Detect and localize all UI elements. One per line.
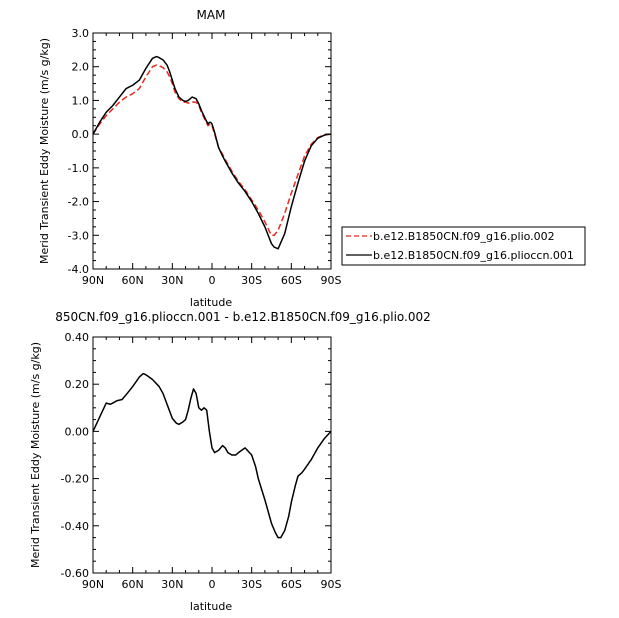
x-tick-label: 90N	[82, 274, 104, 287]
y-tick-label: -3.0	[68, 229, 89, 242]
x-tick-label: 90N	[82, 578, 104, 591]
top-panel-ylabel: Merid Transient Eddy Moisture (m/s g/kg)	[38, 38, 51, 264]
x-tick-label: 90S	[321, 274, 342, 287]
top-panel-xlabel: latitude	[190, 296, 232, 309]
bottom-panel-xlabel: latitude	[190, 600, 232, 613]
x-tick-label: 60S	[281, 578, 302, 591]
x-tick-label: 30N	[161, 274, 183, 287]
top-panel-series	[92, 55, 332, 250]
top-panel-frame	[92, 32, 332, 270]
x-tick-label: 60N	[122, 274, 144, 287]
top-panel: MAM Merid Transient Eddy Moisture (m/s g…	[38, 8, 342, 309]
series-line-1	[92, 64, 332, 237]
bottom-panel-title: 850CN.f09_g16.plioccn.001 - b.e12.B1850C…	[55, 310, 431, 324]
y-tick-label: -4.0	[68, 263, 89, 276]
top-panel-title: MAM	[197, 8, 226, 22]
y-tick-label: 0.00	[65, 425, 90, 438]
series-line-1	[92, 372, 332, 539]
y-tick-label: -0.60	[61, 567, 89, 580]
x-tick-label: 30N	[161, 578, 183, 591]
top-panel-ticks: 90N 60N 30N 0 30S 60S 90S 3.0 2.0 1.0 0.0 -1.0 -2.0 -…	[68, 27, 342, 287]
legend-label-plio: b.e12.B1850CN.f09_g16.plio.002	[373, 230, 555, 243]
series-line-2	[92, 55, 332, 250]
legend-box	[341, 226, 586, 266]
y-tick-label: -1.0	[68, 162, 89, 175]
y-tick-label: -2.0	[68, 196, 89, 209]
y-tick-label: -0.40	[61, 520, 89, 533]
x-tick-label: 30S	[241, 274, 262, 287]
bottom-panel-frame	[92, 336, 332, 574]
x-tick-label: 30S	[241, 578, 262, 591]
x-tick-label: 60S	[281, 274, 302, 287]
y-tick-label: -0.20	[61, 473, 89, 486]
x-tick-label: 0	[209, 578, 216, 591]
y-tick-label: 0.40	[65, 331, 90, 344]
x-tick-label: 0	[209, 274, 216, 287]
y-tick-label: 1.0	[72, 94, 90, 107]
y-tick-label: 3.0	[72, 27, 90, 40]
bottom-panel-ticks: 90N 60N 30N 0 30S 60S 90S 0.40 0.20 0.00 -0.20 -0.4…	[61, 331, 342, 591]
bottom-panel: 850CN.f09_g16.plioccn.001 - b.e12.B1850C…	[29, 310, 431, 613]
y-tick-label: 2.0	[72, 61, 90, 74]
bottom-panel-series	[92, 372, 332, 539]
bottom-panel-ylabel: Merid Transient Eddy Moisture (m/s g/kg)	[29, 342, 42, 568]
x-tick-label: 60N	[122, 578, 144, 591]
legend: b.e12.B1850CN.f09_g16.plio.002 b.e12.B18…	[341, 226, 586, 266]
legend-label-plioccn: b.e12.B1850CN.f09_g16.plioccn.001	[373, 249, 574, 262]
y-tick-label: 0.0	[72, 128, 90, 141]
x-tick-label: 90S	[321, 578, 342, 591]
y-tick-label: 0.20	[65, 378, 90, 391]
